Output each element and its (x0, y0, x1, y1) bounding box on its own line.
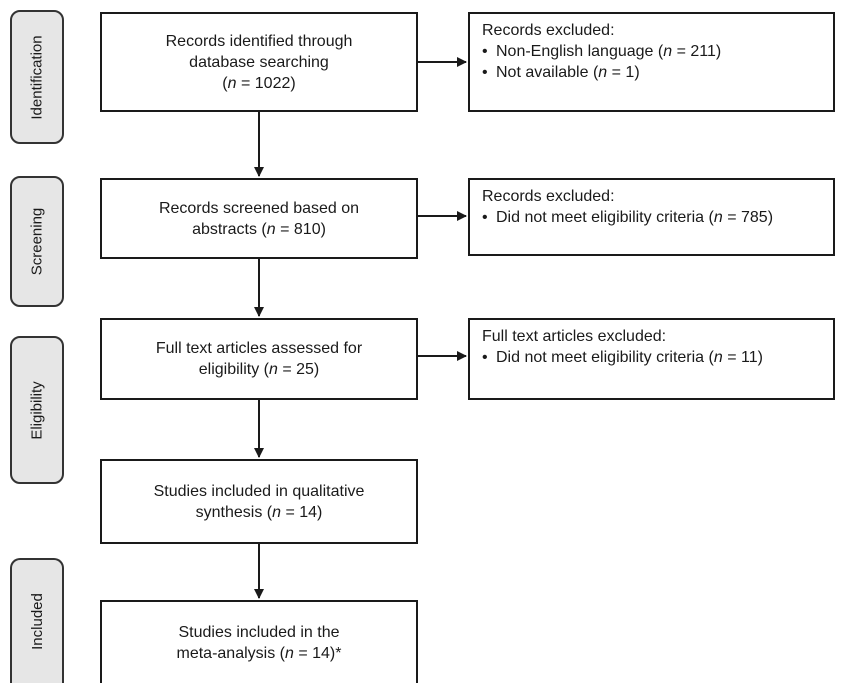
records-screened-line1: Records screened based on (158, 199, 360, 217)
meta-line1: Studies included in the (178, 623, 340, 641)
full-text-line2: eligibility (n = 25) (198, 361, 320, 378)
phase-eligibility: Eligibility (10, 336, 64, 484)
box-meta-analysis: Studies included in the meta-analysis (n… (100, 600, 418, 683)
full-text-line1: Full text articles assessed for (155, 340, 363, 357)
excluded-title: Records excluded: (482, 22, 615, 39)
records-identified-count: (n = 1022) (222, 74, 296, 92)
records-screened-line2: abstracts (n = 810) (192, 220, 326, 238)
excluded-item: Did not meet eligibility criteria (n = 7… (482, 207, 821, 228)
box-records-identified: Records identified through database sear… (100, 12, 418, 112)
excluded-list: Did not meet eligibility criteria (n = 1… (482, 347, 821, 368)
box-records-screened: Records screened based on abstracts (n =… (100, 178, 418, 259)
box-records-excluded-screening: Records excluded: Did not meet eligibili… (468, 178, 835, 256)
excluded-item: Did not meet eligibility criteria (n = 1… (482, 347, 821, 368)
box-qualitative-synthesis: Studies included in qualitative synthesi… (100, 459, 418, 544)
box-full-text-assessed: Full text articles assessed for eligibil… (100, 318, 418, 400)
records-identified-line1: Records identified through (165, 32, 353, 50)
excluded-list: Non-English language (n = 211) Not avail… (482, 41, 821, 83)
qualitative-line2: synthesis (n = 14) (195, 503, 323, 521)
excluded-title: Full text articles excluded: (482, 328, 667, 345)
excluded-list: Did not meet eligibility criteria (n = 7… (482, 207, 821, 228)
phase-identification: Identification (10, 10, 64, 144)
records-identified-line2: database searching (189, 53, 329, 71)
excluded-title: Records excluded: (482, 188, 615, 205)
box-records-excluded-identification: Records excluded: Non-English language (… (468, 12, 835, 112)
box-full-text-excluded: Full text articles excluded: Did not mee… (468, 318, 835, 400)
qualitative-line1: Studies included in qualitative (153, 482, 365, 500)
phase-screening: Screening (10, 176, 64, 307)
phase-included: Included (10, 558, 64, 683)
excluded-item: Non-English language (n = 211) (482, 41, 821, 62)
excluded-item: Not available (n = 1) (482, 62, 821, 83)
meta-line2: meta-analysis (n = 14)* (176, 644, 342, 662)
